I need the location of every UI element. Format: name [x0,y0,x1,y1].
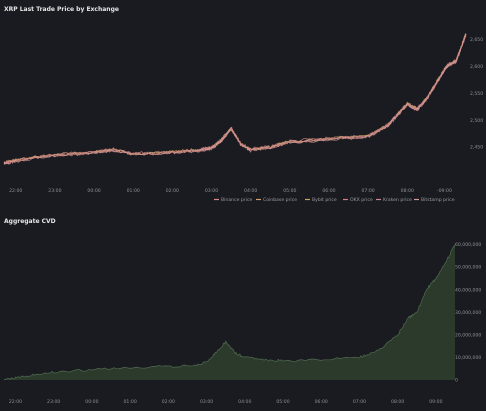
price-series-line [3,34,467,165]
price-series-line [3,33,467,165]
price-x-tick-label: 03:00 [205,188,218,194]
price-series-line [3,34,467,166]
cvd-x-tick-label: 02:00 [162,399,175,405]
price-x-tick-label: 07:00 [361,188,374,194]
price-y-tick-label: 2,450 [470,145,483,151]
cvd-y-tick-label: 60,000,000 [455,242,481,248]
legend-entry[interactable]: Bybit price [312,197,337,203]
cvd-x-tick-label: 03:00 [200,399,213,405]
cvd-area-group [3,244,456,381]
cvd-x-tick-label: 07:00 [353,399,366,405]
legend-entry[interactable]: Coinbase price [263,197,297,203]
legend-entry[interactable]: Binance price [221,197,252,203]
cvd-x-tick-label: 05:00 [276,399,289,405]
cvd-x-tick-label: 23:00 [47,399,60,405]
price-x-tick-label: 08:00 [401,188,414,194]
cvd-line [3,244,456,381]
price-series-line [3,34,467,165]
price-series-line [3,33,467,165]
price-x-tick-label: 22:00 [9,188,22,194]
cvd-x-tick-label: 22:00 [9,399,22,405]
cvd-y-tick-label: 40,000,000 [455,287,481,293]
cvd-y-tick-label: 30,000,000 [455,310,481,316]
price-series-line [3,33,467,165]
cvd-y-axis: 0 10,000,000 20,000,000 30,000,000 40,000,00… [455,242,481,383]
price-x-tick-label: 04:00 [244,188,257,194]
price-y-tick-label: 2,550 [470,91,483,97]
price-x-tick-label: -09:00 [437,188,452,194]
cvd-x-tick-label: 09:00 [429,399,442,405]
cvd-x-tick-label: 04:00 [238,399,251,405]
price-legend: Binance price Coinbase price Bybit price OK… [214,197,455,203]
cvd-y-tick-label: 50,000,000 [455,265,481,271]
cvd-y-tick-label: 10,000,000 [455,355,481,361]
cvd-chart-title: Aggregate CVD [4,218,56,225]
price-x-axis: 22:00 23:00 00:00 01:00 02:00 03:00 04:00 05:00… [9,188,452,194]
price-x-tick-label: 05:00 [283,188,296,194]
legend-entry[interactable]: Kraken price [383,197,412,203]
price-y-axis: 2,450 2,500 2,550 2,600 2,650 [470,37,483,151]
cvd-x-tick-label: 08:00 [391,399,404,405]
price-chart-title: XRP Last Trade Price by Exchange [4,6,119,13]
cvd-x-axis: 22:00 23:00 00:00 01:00 02:00 03:00 04:00 05:00… [9,399,443,405]
legend-entry[interactable]: Bitstamp price [421,197,455,203]
price-y-tick-label: 2,650 [470,37,483,43]
cvd-x-tick-label: 06:00 [315,399,328,405]
cvd-area-fill [4,244,455,380]
price-x-tick-label: 01:00 [127,188,140,194]
cvd-x-tick-label: 01:00 [124,399,137,405]
price-y-tick-label: 2,500 [470,118,483,124]
price-x-tick-label: 02:00 [166,188,179,194]
price-x-tick-label: 06:00 [322,188,335,194]
cvd-y-tick-label: 20,000,000 [455,332,481,338]
cvd-y-tick-label: 0 [455,378,458,384]
legend-entry[interactable]: OKX price [350,197,373,203]
price-series-group [3,33,467,166]
price-x-tick-label: 23:00 [48,188,61,194]
price-x-tick-label: 00:00 [87,188,100,194]
cvd-x-tick-label: 00:00 [85,399,98,405]
price-y-tick-label: 2,600 [470,64,483,70]
